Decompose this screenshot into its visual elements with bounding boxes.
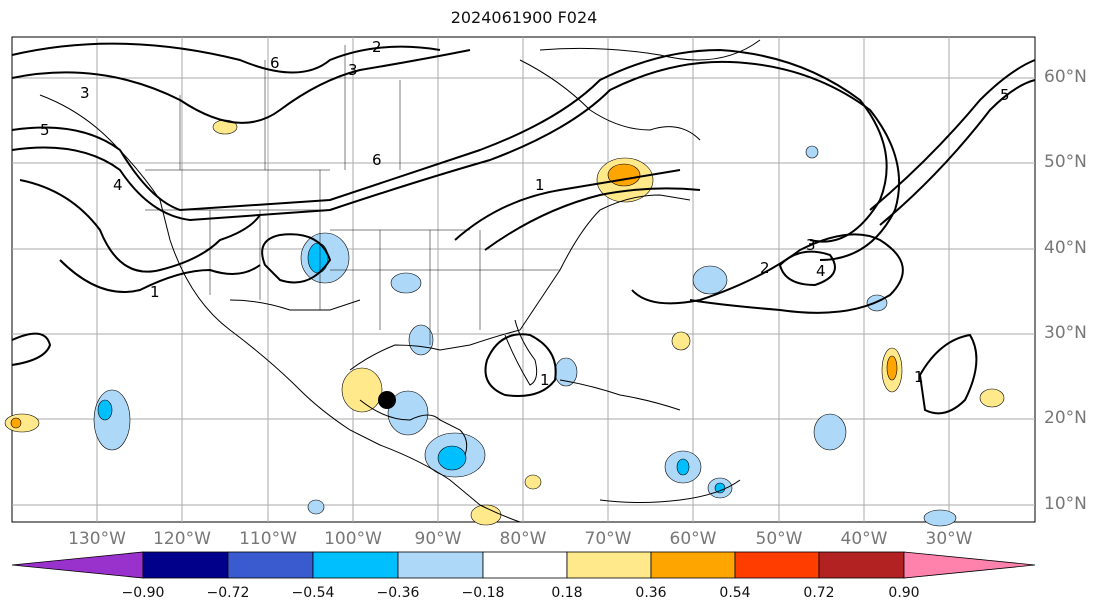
lat-label: 40°N	[1044, 238, 1087, 258]
lon-label: 130°W	[68, 529, 126, 549]
lon-label: 80°W	[499, 529, 547, 549]
colorbar-tick: −0.18	[461, 585, 505, 601]
colorbar-tick: −0.36	[376, 585, 420, 601]
lon-label: 110°W	[239, 529, 297, 549]
lat-label: 30°N	[1044, 323, 1087, 343]
lat-label: 60°N	[1044, 67, 1087, 87]
contour-label: 1	[535, 176, 545, 194]
colorbar-tick: 0.18	[551, 585, 583, 601]
lon-label: 100°W	[324, 529, 382, 549]
lon-label: 90°W	[414, 529, 462, 549]
state-borders	[145, 45, 560, 345]
contour-label: 4	[816, 262, 826, 280]
contour-label: 3	[806, 236, 816, 254]
colorbar-tick: 0.72	[803, 585, 835, 601]
contour-label: 2	[760, 259, 770, 277]
colorbar-tick: 0.90	[888, 585, 920, 601]
contour-label: 3	[348, 61, 358, 79]
map-title: 2024061900 F024	[450, 8, 598, 27]
contour-label: 1	[540, 371, 550, 389]
lon-label: 30°W	[925, 529, 973, 549]
contour-label: 4	[113, 176, 123, 194]
coastlines	[39, 39, 761, 523]
contour-label: 2	[372, 38, 382, 56]
contour-label: 3	[80, 84, 90, 102]
contour-label: 5	[40, 121, 50, 139]
colorbar-tick: 0.36	[635, 585, 667, 601]
lon-label: 60°W	[669, 529, 717, 549]
colorbar-tick: −0.72	[206, 585, 250, 601]
contour-labels: 5 3 3 2 6 6 4 1 1 2 3 4 5 1 1	[40, 38, 1010, 389]
colorbar-tick: −0.90	[121, 585, 165, 601]
anomaly-fills	[4, 119, 1005, 527]
lat-label: 50°N	[1044, 152, 1087, 172]
colorbar-tick: 0.54	[719, 585, 751, 601]
contour-lines	[11, 42, 1036, 415]
lon-label: 50°W	[755, 529, 803, 549]
storm-center-marker	[378, 391, 396, 409]
contour-label: 5	[1000, 86, 1010, 104]
lat-label: 10°N	[1044, 494, 1087, 514]
colorbar-tick: −0.54	[291, 585, 335, 601]
lon-label: 120°W	[153, 529, 211, 549]
contour-label: 6	[270, 54, 280, 72]
lat-label: 20°N	[1044, 408, 1087, 428]
contour-label: 6	[372, 151, 382, 169]
contour-label: 1	[150, 283, 160, 301]
lon-label: 40°W	[840, 529, 888, 549]
colorbar	[11, 551, 1036, 579]
lon-label: 70°W	[584, 529, 632, 549]
contour-label: 1	[914, 368, 924, 386]
